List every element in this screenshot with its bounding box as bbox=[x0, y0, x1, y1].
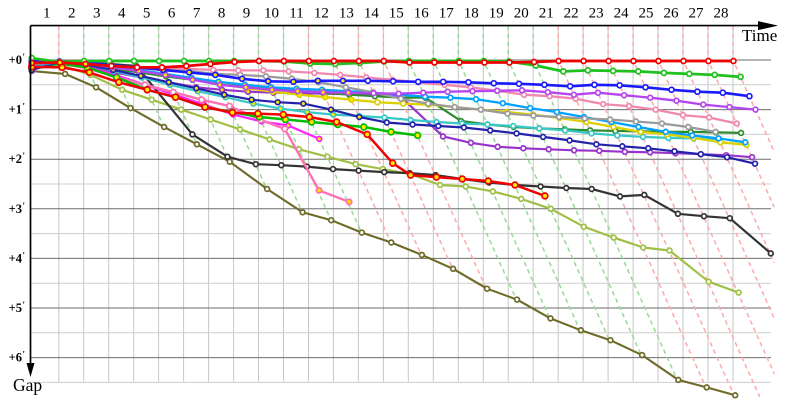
svg-text:15: 15 bbox=[389, 6, 404, 22]
svg-text:3: 3 bbox=[93, 6, 101, 22]
svg-text:18: 18 bbox=[464, 6, 479, 22]
svg-text:17: 17 bbox=[439, 6, 455, 22]
svg-text:10: 10 bbox=[264, 6, 279, 22]
svg-text:Gap: Gap bbox=[13, 375, 42, 395]
svg-text:22: 22 bbox=[564, 6, 579, 22]
svg-text:24: 24 bbox=[614, 6, 630, 22]
svg-text:1: 1 bbox=[43, 6, 51, 22]
svg-text:26: 26 bbox=[664, 6, 680, 22]
svg-text:+0: +0 bbox=[9, 53, 22, 67]
svg-text:28: 28 bbox=[714, 6, 729, 22]
svg-text:27: 27 bbox=[689, 6, 705, 22]
svg-text:23: 23 bbox=[589, 6, 604, 22]
svg-text:8: 8 bbox=[218, 6, 226, 22]
svg-text:+4: +4 bbox=[9, 251, 23, 265]
svg-text:6: 6 bbox=[168, 6, 176, 22]
svg-text:': ' bbox=[23, 201, 26, 211]
svg-text:25: 25 bbox=[639, 6, 654, 22]
svg-text:+6: +6 bbox=[9, 351, 22, 365]
svg-text:11: 11 bbox=[289, 6, 303, 22]
svg-text:Time: Time bbox=[742, 26, 777, 45]
svg-text:': ' bbox=[23, 250, 26, 260]
svg-text:21: 21 bbox=[539, 6, 554, 22]
svg-text:19: 19 bbox=[489, 6, 504, 22]
svg-text:': ' bbox=[23, 350, 26, 360]
svg-text:16: 16 bbox=[414, 6, 430, 22]
svg-text:14: 14 bbox=[364, 6, 380, 22]
svg-text:': ' bbox=[23, 52, 26, 62]
svg-text:2: 2 bbox=[68, 6, 76, 22]
svg-text:+3: +3 bbox=[9, 202, 22, 216]
svg-text:': ' bbox=[23, 151, 26, 161]
svg-text:': ' bbox=[23, 102, 26, 112]
svg-text:+5: +5 bbox=[9, 301, 22, 315]
svg-text:9: 9 bbox=[243, 6, 251, 22]
svg-text:+1: +1 bbox=[9, 103, 22, 117]
svg-text:13: 13 bbox=[339, 6, 354, 22]
svg-text:5: 5 bbox=[143, 6, 151, 22]
svg-text:': ' bbox=[23, 300, 26, 310]
svg-text:12: 12 bbox=[314, 6, 329, 22]
svg-text:4: 4 bbox=[118, 6, 126, 22]
svg-text:7: 7 bbox=[193, 6, 201, 22]
svg-text:+2: +2 bbox=[9, 152, 22, 166]
svg-text:20: 20 bbox=[514, 6, 529, 22]
